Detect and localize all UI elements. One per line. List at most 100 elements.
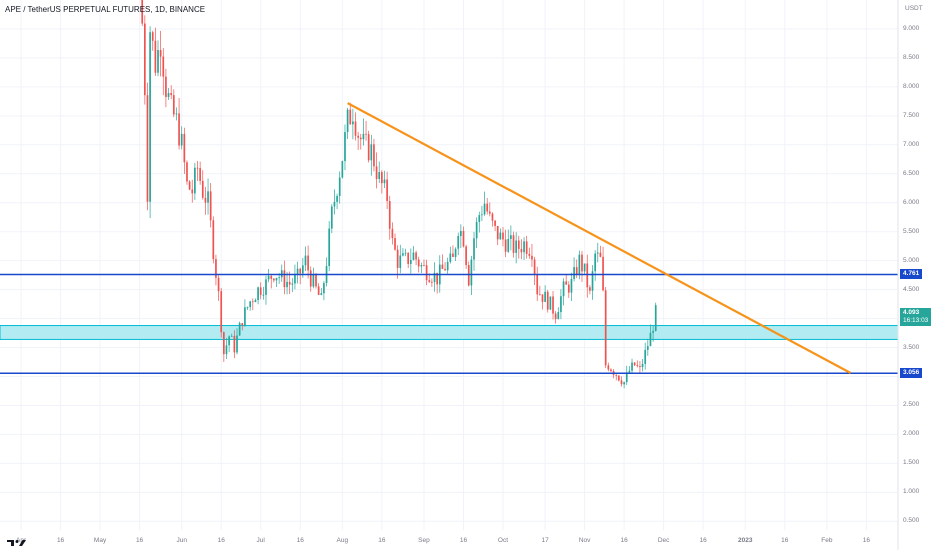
candle-body xyxy=(473,238,475,260)
candle xyxy=(536,266,539,301)
candle-body xyxy=(431,281,433,283)
candle xyxy=(280,264,283,282)
candle-body xyxy=(215,259,217,278)
candle xyxy=(157,40,159,77)
candle-body xyxy=(251,301,254,303)
candle xyxy=(520,239,523,260)
candle xyxy=(317,283,320,296)
candle xyxy=(170,85,173,100)
candle-body xyxy=(207,191,209,203)
candle-body xyxy=(346,109,349,133)
candle-body xyxy=(330,206,333,229)
candle xyxy=(549,296,552,310)
candle-body xyxy=(230,335,233,337)
candle-body xyxy=(512,235,515,253)
candle xyxy=(230,333,233,337)
time-tick-label: Oct xyxy=(497,537,509,544)
descending-trendline[interactable] xyxy=(347,102,852,374)
candle xyxy=(199,161,201,185)
candle xyxy=(554,311,557,324)
candle xyxy=(441,254,444,270)
candle-body xyxy=(515,240,518,253)
candle xyxy=(481,205,483,222)
candle-body xyxy=(417,259,420,267)
candle-body xyxy=(183,133,186,163)
candle-body xyxy=(412,252,415,260)
candle xyxy=(491,212,494,227)
candle-body xyxy=(423,265,425,266)
support-zone[interactable] xyxy=(0,325,899,340)
price-tick-label: 0.500 xyxy=(903,517,920,525)
candlestick-series xyxy=(141,0,657,389)
candle xyxy=(191,179,194,203)
candle xyxy=(610,368,612,373)
candle xyxy=(565,274,568,285)
candle xyxy=(560,289,562,320)
candle-body xyxy=(257,287,259,301)
time-tick-label: May xyxy=(93,537,107,544)
time-tick-label: 16 xyxy=(781,537,789,544)
candle xyxy=(333,189,336,215)
candle xyxy=(599,245,602,258)
candle xyxy=(283,260,286,295)
candle xyxy=(402,248,404,257)
candle-body xyxy=(199,168,201,181)
price-tick-label: 5.000 xyxy=(903,256,920,264)
candle-body xyxy=(304,255,307,266)
candle-body xyxy=(262,294,265,296)
candle-body xyxy=(225,345,228,355)
candle-body xyxy=(533,259,536,275)
candle xyxy=(436,272,438,294)
candle xyxy=(309,266,312,292)
candle-body xyxy=(375,166,378,179)
candle xyxy=(460,224,462,248)
candle-body xyxy=(283,270,286,288)
candle-body xyxy=(209,191,212,221)
candle xyxy=(483,191,486,216)
candle xyxy=(328,221,331,272)
candle xyxy=(338,171,341,204)
candle xyxy=(273,278,275,283)
candle xyxy=(151,30,154,51)
candle xyxy=(375,152,378,189)
candle xyxy=(246,306,249,311)
candle-body xyxy=(499,232,502,240)
candle-body xyxy=(420,265,423,267)
candle xyxy=(415,250,417,266)
candle-body xyxy=(399,255,402,268)
candle xyxy=(352,108,354,140)
candle-body xyxy=(365,133,367,135)
candle-body xyxy=(391,228,394,239)
candle xyxy=(639,360,641,374)
candle-body xyxy=(222,332,225,355)
candle xyxy=(270,275,273,289)
last-price: 4.093 xyxy=(903,309,920,317)
candle-body xyxy=(544,291,546,302)
candle-body xyxy=(367,134,370,161)
candle-body xyxy=(167,93,170,97)
price-tick-label: 6.000 xyxy=(903,198,920,206)
candle xyxy=(573,257,575,282)
tradingview-logo-icon[interactable] xyxy=(6,538,28,547)
time-tick-label: 16 xyxy=(135,537,144,544)
candle xyxy=(425,259,428,286)
candle xyxy=(141,0,144,26)
candle-body xyxy=(352,121,354,125)
candle xyxy=(201,170,204,200)
candle xyxy=(594,250,597,281)
candle-body xyxy=(562,281,565,297)
candle-body xyxy=(628,370,631,373)
candle-body xyxy=(433,272,436,283)
candle xyxy=(620,376,623,387)
time-tick-label: Aug xyxy=(336,537,349,544)
candle-body xyxy=(483,203,486,215)
candle xyxy=(251,298,254,311)
candle-body xyxy=(178,113,180,146)
candle xyxy=(394,233,396,251)
candle xyxy=(336,193,338,209)
candle-body xyxy=(388,201,391,229)
candle-body xyxy=(267,275,270,280)
candle-body xyxy=(652,330,654,333)
candle xyxy=(396,245,399,279)
